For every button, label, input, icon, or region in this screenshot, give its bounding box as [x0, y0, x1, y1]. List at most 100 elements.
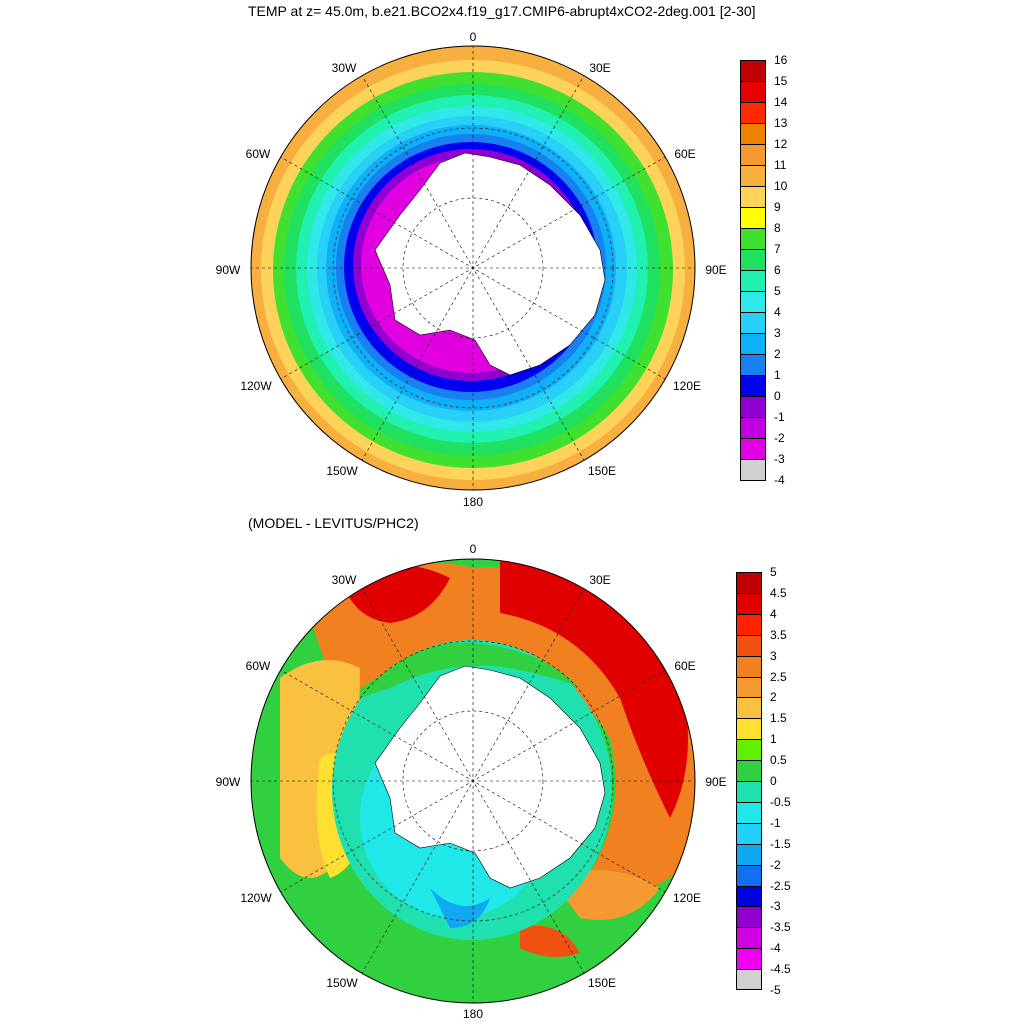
top-lon-label-30e: 30E	[589, 61, 611, 75]
bottom-colorbar-tick-label: 1	[770, 732, 777, 747]
top-colorbar-swatch	[740, 144, 766, 166]
top-lon-label-60e: 60E	[674, 147, 696, 161]
bottom-colorbar-swatch	[736, 781, 762, 803]
bottom-colorbar-tick-label: 4.5	[770, 585, 787, 600]
bottom-colorbar-swatch	[736, 948, 762, 970]
top-lon-label-120w: 120W	[240, 379, 272, 393]
bottom-colorbar-tick-label: -4	[770, 941, 781, 956]
top-colorbar-tick-label: 0	[774, 389, 781, 403]
bottom-colorbar-tick-label: 0.5	[770, 753, 787, 768]
bottom-colorbar-tick-label: 4	[770, 606, 777, 621]
top-colorbar-swatch	[740, 312, 766, 334]
bottom-lon-label-30e: 30E	[589, 573, 611, 587]
top-colorbar-swatch	[740, 459, 766, 481]
bottom-lon-label-30w: 30W	[331, 573, 357, 587]
bottom-colorbar-tick-label: 3	[770, 648, 777, 663]
bottom-colorbar-tick-label: 1.5	[770, 711, 787, 726]
top-colorbar-swatch	[740, 354, 766, 376]
bottom-lon-label-180: 180	[462, 1007, 484, 1021]
top-colorbar-tick-label: 1	[774, 368, 781, 382]
bottom-colorbar: 5 4.5 4 3.5 3 2.5 2 1.5 1 0.5 0 -0.5 -1 -1.5 -2 -2.5 -3 -…	[736, 565, 806, 997]
bottom-colorbar-tick-label: -2.5	[770, 878, 791, 893]
top-lon-label-60w: 60W	[245, 147, 271, 161]
bottom-colorbar-swatch	[736, 592, 762, 615]
top-colorbar-tick-label: -3	[774, 452, 785, 466]
top-colorbar-tick-label: 10	[774, 179, 788, 193]
top-colorbar-swatch	[740, 165, 766, 187]
bottom-colorbar-tick-label: 2.5	[770, 669, 787, 684]
top-colorbar: 16 15 14 13 12 11 10 9 8 7 6 5 4 3 2 1 0 -1 -2 -3 -4	[740, 53, 800, 487]
bottom-colorbar-tick-label: 0	[770, 774, 777, 788]
top-colorbar-swatch	[740, 123, 766, 145]
bottom-colorbar-swatch	[736, 906, 762, 928]
top-colorbar-swatch	[740, 396, 766, 418]
bottom-lon-label-150e: 150E	[587, 976, 617, 990]
top-colorbar-swatch	[740, 417, 766, 439]
bottom-colorbar-swatch	[736, 697, 762, 719]
top-colorbar-tick-label: 14	[774, 95, 788, 109]
bottom-colorbar-tick-label: -4.5	[770, 962, 791, 977]
bottom-colorbar-swatch	[736, 572, 762, 594]
bottom-colorbar-tick-label: 5	[770, 565, 777, 579]
bottom-lon-label-150w: 150W	[326, 976, 358, 990]
top-colorbar-swatch	[740, 60, 766, 82]
bottom-colorbar-swatch	[736, 885, 762, 907]
bottom-colorbar-swatch	[736, 676, 762, 698]
bottom-colorbar-swatch	[736, 927, 762, 949]
bottom-colorbar-swatch	[736, 739, 762, 761]
top-colorbar-tick-label: 6	[774, 263, 781, 277]
top-colorbar-swatch	[740, 291, 766, 313]
bottom-colorbar-tick-label: -1.5	[770, 836, 791, 851]
top-colorbar-tick-label: 9	[774, 200, 781, 214]
top-map-title: TEMP at z= 45.0m, b.e21.BCO2x4.f19_g17.C…	[248, 3, 756, 19]
top-lon-label-150w: 150W	[326, 464, 358, 478]
top-colorbar-tick-label: -4	[774, 473, 785, 487]
bottom-colorbar-swatch	[736, 822, 762, 845]
bottom-colorbar-tick-label: -2	[770, 857, 781, 872]
top-lon-label-150e: 150E	[587, 464, 617, 478]
top-lon-label-180: 180	[462, 495, 484, 509]
top-colorbar-swatch	[740, 228, 766, 250]
top-colorbar-tick-label: 15	[774, 74, 788, 88]
bottom-lon-label-90e: 90E	[705, 775, 727, 789]
top-lon-label-0: 0	[469, 30, 477, 44]
top-colorbar-tick-label: -2	[774, 431, 785, 445]
top-colorbar-tick-label: 16	[774, 53, 788, 67]
top-colorbar-swatch	[740, 333, 766, 355]
bottom-lon-label-60e: 60E	[674, 659, 696, 673]
top-colorbar-swatch	[740, 438, 766, 460]
bottom-polar-map	[250, 558, 696, 1004]
bottom-lon-label-120w: 120W	[240, 891, 272, 905]
bottom-map-title: (MODEL - LEVITUS/PHC2)	[248, 515, 419, 531]
bottom-colorbar-swatch	[736, 843, 762, 866]
bottom-colorbar-swatch	[736, 655, 762, 677]
bottom-lon-label-60w: 60W	[245, 659, 271, 673]
bottom-lon-label-120e: 120E	[672, 891, 702, 905]
bottom-lon-label-0: 0	[469, 542, 477, 556]
top-colorbar-tick-label: 13	[774, 116, 788, 130]
bottom-colorbar-swatch	[736, 718, 762, 740]
top-lon-label-120e: 120E	[672, 379, 702, 393]
top-colorbar-swatch	[740, 207, 766, 229]
top-colorbar-tick-label: 4	[774, 305, 781, 319]
top-colorbar-tick-label: 8	[774, 221, 781, 235]
bottom-colorbar-tick-label: 2	[770, 690, 777, 705]
top-colorbar-swatch	[740, 375, 766, 397]
top-colorbar-swatch	[740, 102, 766, 124]
top-polar-map	[250, 45, 696, 491]
bottom-colorbar-swatch	[736, 760, 762, 782]
bottom-colorbar-tick-label: -3.5	[770, 920, 791, 935]
top-colorbar-swatch	[740, 81, 766, 103]
top-lon-label-90e: 90E	[705, 263, 727, 277]
top-colorbar-tick-label: -1	[774, 410, 785, 424]
bottom-colorbar-tick-label: -1	[770, 815, 781, 830]
top-colorbar-swatch	[740, 249, 766, 271]
top-colorbar-swatch	[740, 270, 766, 292]
top-colorbar-tick-label: 3	[774, 326, 781, 340]
bottom-colorbar-swatch	[736, 613, 762, 636]
bottom-colorbar-swatch	[736, 864, 762, 886]
top-colorbar-tick-label: 2	[774, 347, 781, 361]
bottom-colorbar-swatch	[736, 634, 762, 657]
top-colorbar-tick-label: 11	[774, 158, 787, 172]
bottom-lon-label-90w: 90W	[215, 775, 241, 789]
